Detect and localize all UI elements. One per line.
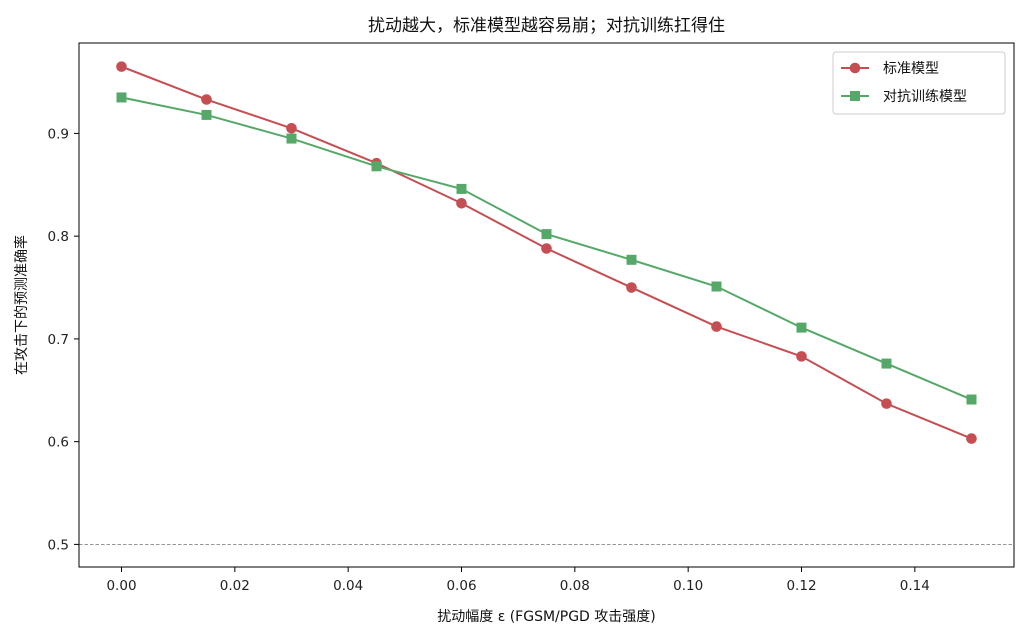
data-point-2-10 [881,358,892,369]
y-tick-label: 0.9 [48,126,69,142]
x-tick-label: 0.04 [333,578,363,594]
data-point-2-3 [286,133,297,144]
legend-label-2: 对抗训练模型 [883,89,967,105]
data-point-2-9 [796,322,807,333]
legend-marker-1 [849,62,861,74]
x-tick-label: 0.00 [106,578,136,594]
x-axis-label: 扰动幅度 ε (FGSM/PGD 攻击强度) [437,609,656,625]
y-axis-label: 在攻击下的预测准确率 [13,235,30,375]
y-tick-label: 0.7 [48,332,69,348]
data-point-1-10 [881,398,892,409]
x-tick-label: 0.10 [673,578,703,594]
data-point-2-5 [456,183,467,194]
data-point-1-2 [201,94,212,105]
chart-title: 扰动越大，标准模型越容易崩；对抗训练扛得住 [368,16,725,36]
legend-marker-2 [850,91,860,101]
y-tick-label: 0.5 [48,537,69,553]
data-point-1-7 [626,282,637,293]
plot-area: 0.00 0.02 0.04 0.06 0.08 0.10 0.12 0.14 0.5 0.6 0.… [48,42,1015,594]
x-tick-label: 0.06 [446,578,476,594]
data-point-1-8 [711,321,722,332]
data-point-1-1 [116,61,127,72]
x-tick-label: 0.14 [900,578,930,594]
data-point-2-6 [541,229,552,240]
data-point-2-8 [711,281,722,292]
data-point-2-7 [626,254,637,265]
axes-frame [78,42,1015,568]
x-tick-label: 0.02 [220,578,250,594]
x-tick-label: 0.12 [786,578,816,594]
x-tick-label: 0.08 [560,578,590,594]
y-tick-label: 0.6 [48,435,69,451]
y-tick-label: 0.8 [48,229,69,245]
data-point-1-6 [541,243,552,254]
data-point-2-4 [371,161,382,172]
data-point-1-11 [966,433,977,444]
data-point-2-1 [116,92,127,103]
data-point-2-11 [966,394,977,405]
legend-label-1: 标准模型 [883,61,939,77]
data-point-1-5 [456,197,467,209]
legend-box [832,51,1006,115]
data-point-2-2 [201,109,212,120]
data-point-1-3 [286,122,297,134]
data-point-1-9 [796,351,807,362]
